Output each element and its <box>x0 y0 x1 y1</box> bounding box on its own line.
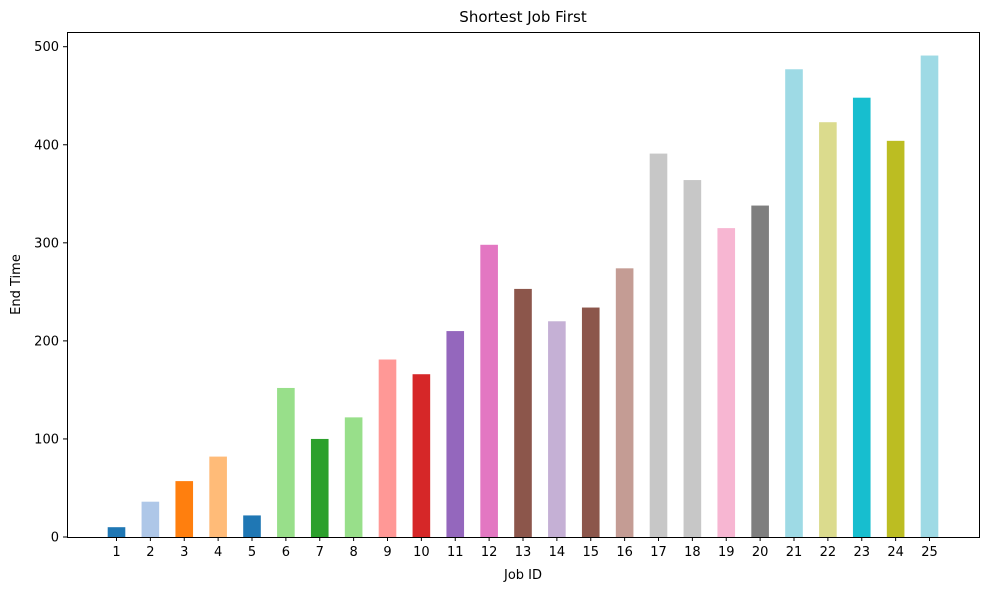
x-tick-label: 24 <box>887 545 904 560</box>
x-tick-label: 15 <box>582 545 599 560</box>
x-tick-label: 9 <box>383 545 391 560</box>
x-tick-label: 3 <box>180 545 188 560</box>
x-tick-label: 7 <box>316 545 324 560</box>
x-tick-label: 10 <box>413 545 430 560</box>
x-tick-label: 23 <box>853 545 870 560</box>
bar-job-15 <box>581 307 600 537</box>
bar-job-18 <box>683 180 702 537</box>
x-tick-label: 1 <box>112 545 120 560</box>
x-tick-label: 11 <box>447 545 464 560</box>
x-tick-label: 21 <box>786 545 803 560</box>
y-tick-label: 500 <box>34 40 59 55</box>
bar-job-14 <box>548 321 566 537</box>
bars-group <box>107 55 939 538</box>
x-tick-label: 8 <box>349 545 357 560</box>
bar-job-24 <box>886 140 905 537</box>
x-axis-title: Job ID <box>503 568 542 583</box>
bar-job-17 <box>649 153 668 538</box>
y-tick-label: 400 <box>34 138 59 153</box>
y-axis-title: End Time <box>9 254 24 315</box>
plot-frame <box>67 32 980 538</box>
bar-job-23 <box>852 97 871 537</box>
y-tick-label: 300 <box>34 236 59 251</box>
bar-job-13 <box>514 288 532 537</box>
x-tick-label: 6 <box>282 545 290 560</box>
x-tick-label: 17 <box>650 545 667 560</box>
x-tick-label: 16 <box>616 545 633 560</box>
x-tick-label: 18 <box>684 545 701 560</box>
x-tick-label: 4 <box>214 545 222 560</box>
bar-job-20 <box>751 205 769 537</box>
bar-job-11 <box>446 331 465 537</box>
bar-job-1 <box>107 527 126 537</box>
bar-job-16 <box>615 268 634 537</box>
x-axis-ticks: 1 2 3 4 5 6 7 8 9 10 11 12 13 14 15 16 17 18 19 20 21 22 23 24 2… <box>112 537 938 560</box>
x-tick-label: 25 <box>921 545 938 560</box>
bar-job-22 <box>819 122 837 537</box>
bar-job-7 <box>310 438 329 537</box>
bar-job-8 <box>344 417 363 537</box>
x-tick-label: 5 <box>248 545 256 560</box>
y-axis-ticks: 0 100 200 300 400 500 <box>34 40 67 546</box>
bar-job-21 <box>785 69 803 537</box>
bar-job-2 <box>141 501 160 537</box>
chart-title: Shortest Job First <box>459 8 587 26</box>
y-tick-label: 200 <box>34 334 59 349</box>
bar-job-10 <box>412 374 431 537</box>
x-tick-label: 2 <box>146 545 154 560</box>
bar-job-25 <box>920 55 939 537</box>
x-tick-label: 19 <box>718 545 735 560</box>
bar-job-5 <box>243 515 261 537</box>
x-tick-label: 14 <box>549 545 566 560</box>
y-tick-label: 100 <box>34 432 59 447</box>
y-tick-label: 0 <box>51 531 59 546</box>
bar-job-4 <box>209 456 227 537</box>
bar-job-12 <box>480 244 498 537</box>
bar-job-19 <box>717 228 736 537</box>
x-tick-label: 20 <box>752 545 769 560</box>
x-tick-label: 13 <box>515 545 532 560</box>
bar-job-3 <box>175 481 194 537</box>
bar-job-6 <box>277 387 295 537</box>
x-tick-label: 22 <box>820 545 837 560</box>
x-tick-label: 12 <box>481 545 498 560</box>
bar-job-9 <box>378 359 397 537</box>
